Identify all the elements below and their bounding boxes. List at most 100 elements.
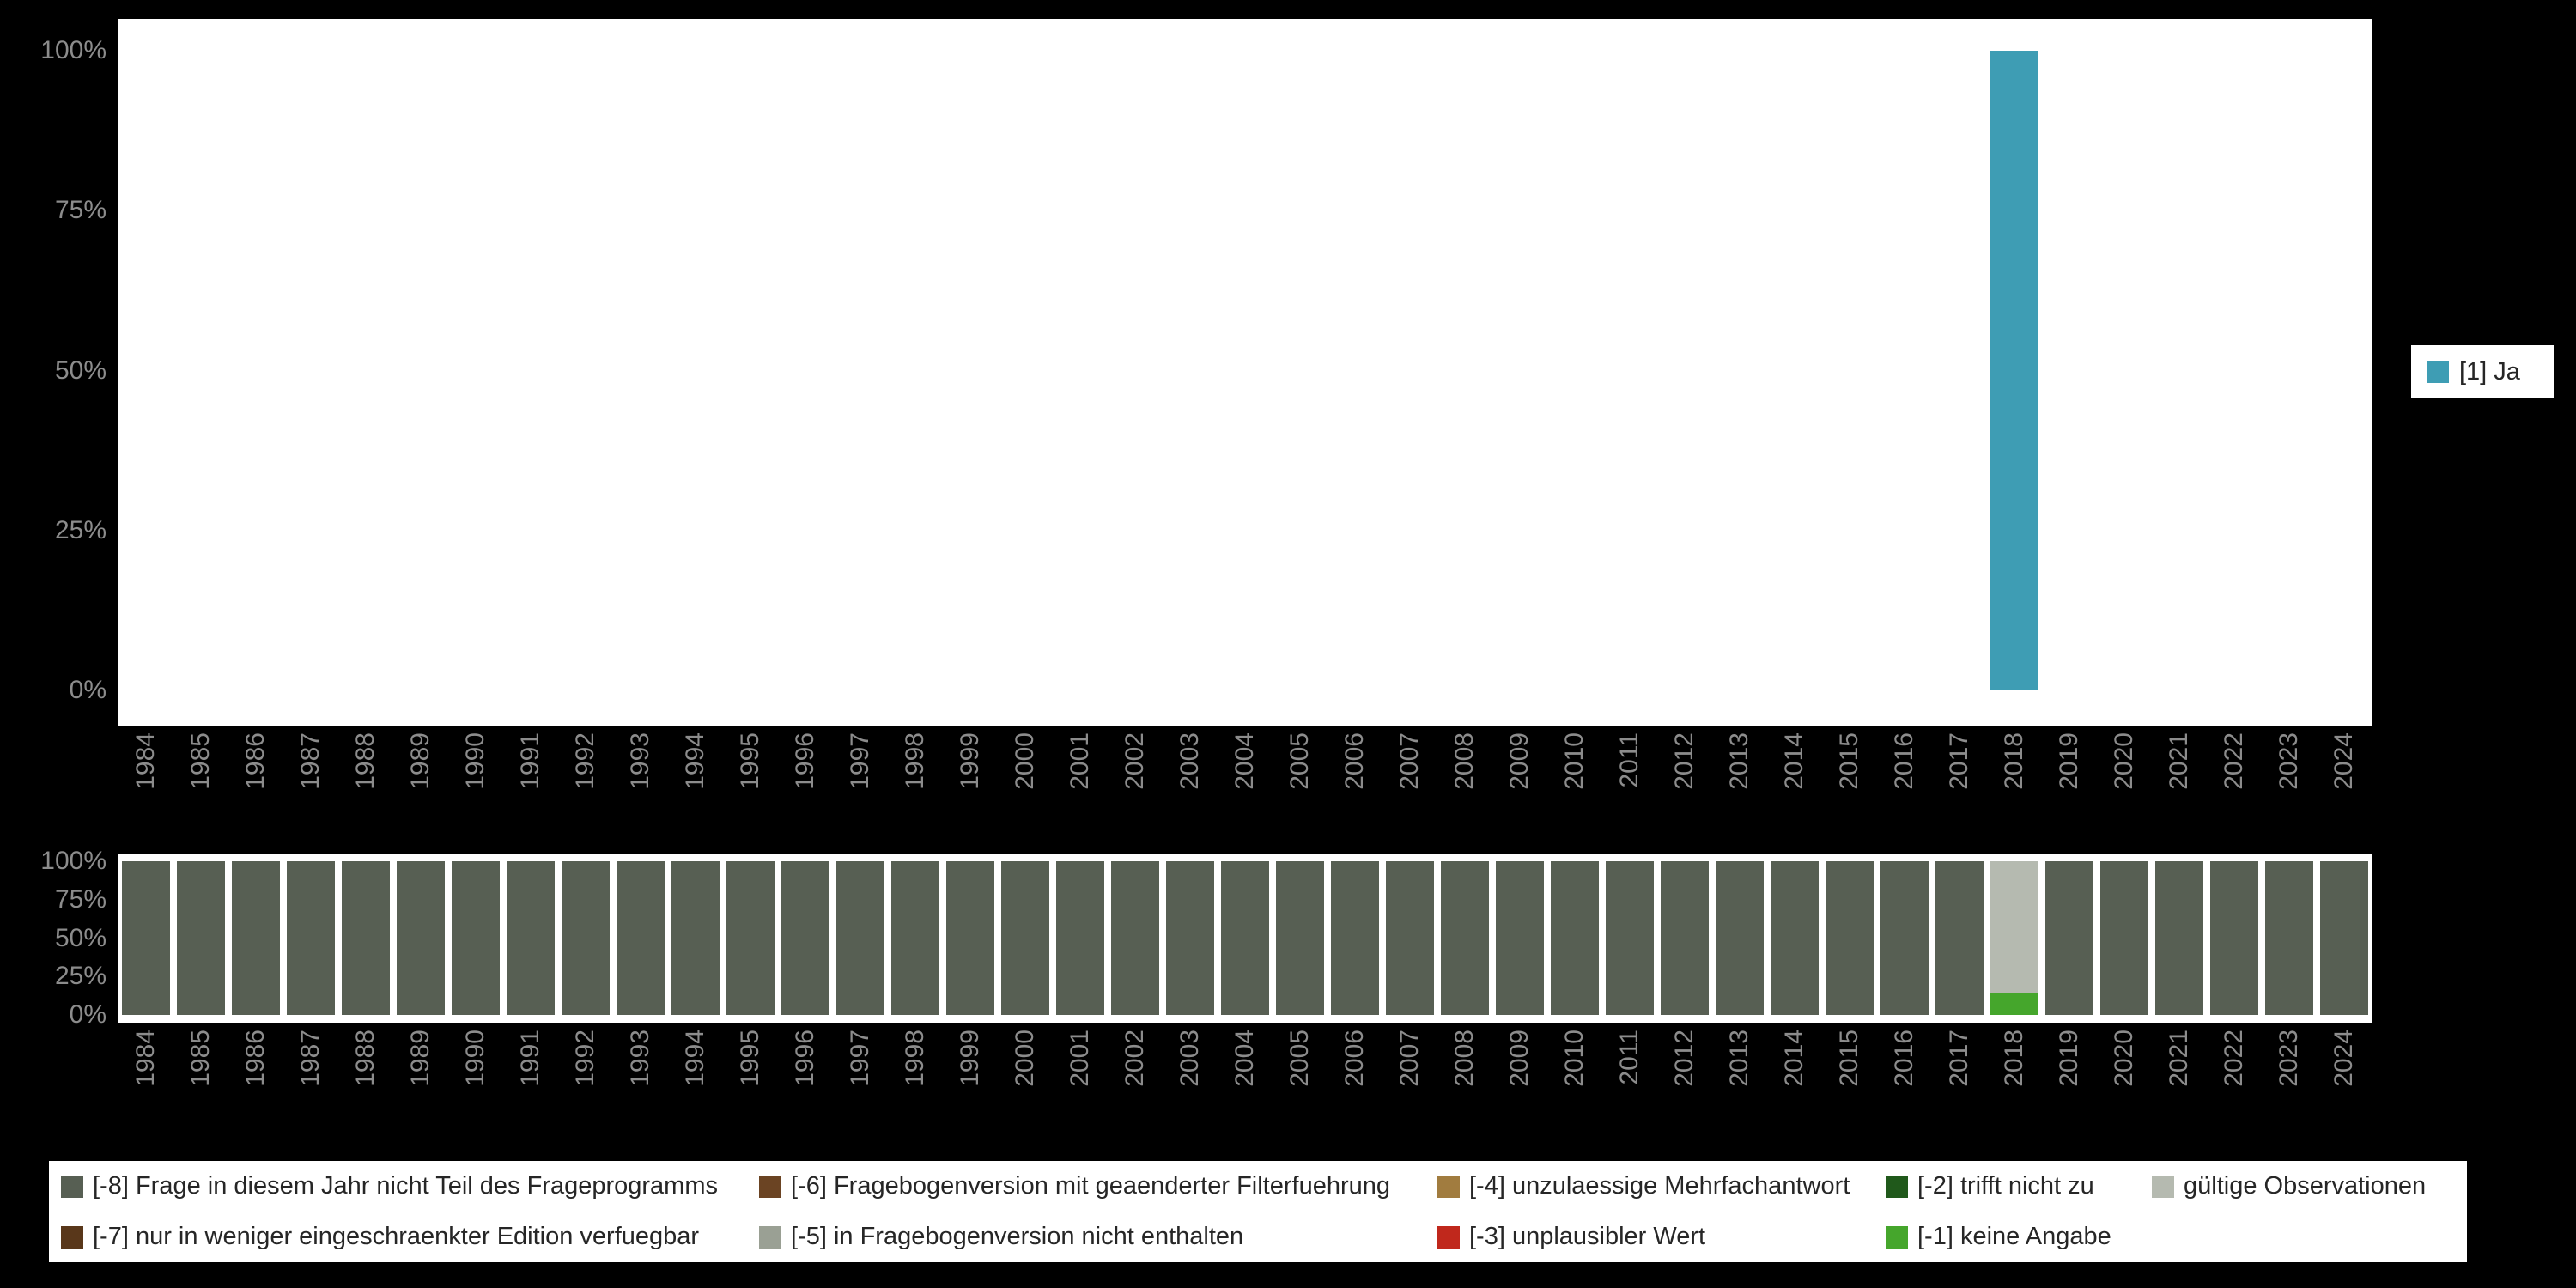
bar-2004[interactable] [1218,861,1273,1015]
bar-segment[interactable] [287,861,335,1015]
bar-segment[interactable] [1826,861,1874,1015]
legend-item[interactable]: [-3] unplausibler Wert [1437,1223,1886,1251]
bar-segment[interactable] [342,861,390,1015]
bar-1995[interactable] [723,861,778,1015]
bar-2017[interactable] [1932,861,1987,1015]
legend-item[interactable]: [-1] keine Angabe [1886,1223,2152,1251]
x-axis-tick: 2004 [1218,1030,1273,1141]
bar-1998[interactable] [888,861,943,1015]
bar-2008[interactable] [1437,861,1492,1015]
bar-segment[interactable] [2045,861,2093,1015]
bar-segment[interactable] [1221,861,1269,1015]
bar-2009[interactable] [1492,861,1547,1015]
bar-segment[interactable] [1551,861,1599,1015]
legend-item[interactable]: [-2] trifft nicht zu [1886,1172,2152,1200]
bar-1994[interactable] [668,861,723,1015]
bar-1993[interactable] [613,861,668,1015]
bar-2000[interactable] [998,861,1053,1015]
bar-segment[interactable] [122,861,170,1015]
bar-2023[interactable] [2262,861,2317,1015]
bar-segment[interactable] [2265,861,2313,1015]
bar-segment[interactable] [1166,861,1214,1015]
bar-2003[interactable] [1163,861,1218,1015]
bar-segment[interactable] [1716,861,1764,1015]
bar-1985[interactable] [173,861,228,1015]
bar-2010[interactable] [1547,861,1602,1015]
bar-segment[interactable] [1276,861,1324,1015]
bar-segment[interactable] [946,861,994,1015]
bar-1996[interactable] [778,861,833,1015]
bar-segment[interactable] [836,861,884,1015]
bar-segment[interactable] [1880,861,1929,1015]
bar-segment[interactable] [1111,861,1159,1015]
bar-2018[interactable] [1987,51,2042,690]
bar-1997[interactable] [833,861,888,1015]
bar-segment[interactable] [1990,993,2038,1015]
bar-segment[interactable] [1496,861,1544,1015]
legend-item[interactable]: [-4] unzulaessige Mehrfachantwort [1437,1172,1886,1200]
x-axis-tick: 1996 [778,1030,833,1141]
bar-segment[interactable] [1661,861,1709,1015]
legend-item[interactable]: [-6] Fragebogenversion mit geaenderter F… [759,1172,1437,1200]
x-axis-tick-label: 2010 [1560,1030,1589,1087]
x-axis-tick-label: 2018 [2000,1030,2028,1087]
bar-2015[interactable] [1822,861,1877,1015]
bar-segment[interactable] [1056,861,1104,1015]
bar-1999[interactable] [943,861,998,1015]
bar-2021[interactable] [2152,861,2207,1015]
bar-segment[interactable] [397,861,445,1015]
legend-item[interactable]: [-7] nur in weniger eingeschraenkter Edi… [61,1223,759,1251]
bar-segment[interactable] [891,861,939,1015]
legend-item[interactable]: [-8] Frage in diesem Jahr nicht Teil des… [61,1172,759,1200]
bar-segment[interactable] [2320,861,2368,1015]
bar-2002[interactable] [1108,861,1163,1015]
bar-2024[interactable] [2317,861,2372,1015]
bar-segment[interactable] [507,861,555,1015]
bar-2020[interactable] [2097,861,2152,1015]
bar-segment[interactable] [1001,861,1049,1015]
bar-segment[interactable] [2100,861,2148,1015]
bar-segment[interactable] [2210,861,2258,1015]
bar-segment[interactable] [2155,861,2203,1015]
bar-segment[interactable] [1771,861,1819,1015]
bar-segment[interactable] [1386,861,1434,1015]
bar-segment[interactable] [1331,861,1379,1015]
bar-segment[interactable] [1990,51,2038,690]
legend-item[interactable]: [-5] in Fragebogenversion nicht enthalte… [759,1223,1437,1251]
bar-1987[interactable] [283,861,338,1015]
frequency-chart-legend[interactable]: [1] Ja [2411,345,2554,398]
bar-segment[interactable] [1935,861,1984,1015]
bar-2005[interactable] [1273,861,1327,1015]
bar-segment[interactable] [177,861,225,1015]
bar-segment[interactable] [452,861,500,1015]
bar-segment[interactable] [232,861,280,1015]
bar-segment[interactable] [1990,861,2038,993]
bar-segment[interactable] [1606,861,1654,1015]
bar-segment[interactable] [562,861,610,1015]
bar-1989[interactable] [393,861,448,1015]
bar-2018[interactable] [1987,861,2042,1015]
bar-1984[interactable] [118,861,173,1015]
bar-2019[interactable] [2042,861,2097,1015]
bar-2014[interactable] [1767,861,1822,1015]
x-axis-tick-label: 1990 [461,1030,489,1087]
bar-1990[interactable] [448,861,503,1015]
bar-2012[interactable] [1657,861,1712,1015]
bar-1992[interactable] [558,861,613,1015]
bar-1986[interactable] [228,861,283,1015]
bar-2011[interactable] [1602,861,1657,1015]
bar-segment[interactable] [781,861,829,1015]
bar-2016[interactable] [1877,861,1932,1015]
bar-2013[interactable] [1712,861,1767,1015]
bar-2007[interactable] [1382,861,1437,1015]
bar-segment[interactable] [671,861,720,1015]
bar-segment[interactable] [1441,861,1489,1015]
bar-1991[interactable] [503,861,558,1015]
bar-2022[interactable] [2207,861,2262,1015]
bar-1988[interactable] [338,861,393,1015]
bar-segment[interactable] [617,861,665,1015]
bar-2001[interactable] [1053,861,1108,1015]
bar-segment[interactable] [726,861,775,1015]
legend-item[interactable]: gültige Observationen [2152,1172,2467,1200]
bar-2006[interactable] [1327,861,1382,1015]
